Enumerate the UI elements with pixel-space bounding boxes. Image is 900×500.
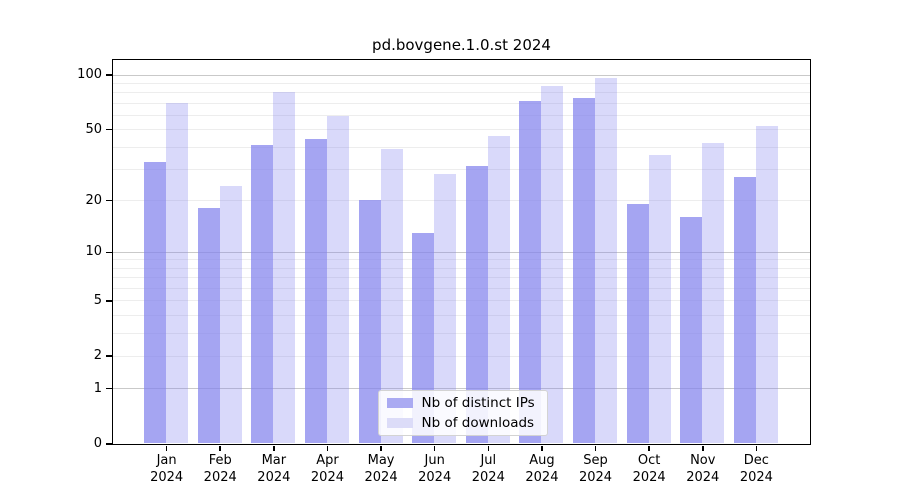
y-tick-label: 20 [85, 192, 102, 208]
plot-area: Nb of distinct IPs Nb of downloads [111, 58, 811, 445]
x-tick-label-may: May 2024 [364, 453, 398, 485]
bar-aug-downloads [541, 85, 564, 444]
x-tick-label-jun: Jun 2024 [418, 453, 452, 485]
y-tick-mark [106, 387, 112, 390]
legend-swatch-downloads [386, 417, 413, 428]
minor-gridline [112, 200, 810, 202]
x-tick-mark [755, 445, 758, 451]
minor-gridline [112, 169, 810, 170]
x-tick-label-feb: Feb 2024 [203, 453, 237, 485]
minor-gridline [112, 314, 810, 316]
minor-gridline [112, 277, 810, 279]
y-tick-label: 2 [93, 348, 102, 364]
bar-feb-downloads [219, 186, 242, 444]
bar-sep-distinct-ips [573, 98, 596, 444]
x-tick-label-apr: Apr 2024 [310, 453, 344, 485]
legend-label-distinct-ips: Nb of distinct IPs [421, 394, 535, 411]
bar-jul-distinct-ips [465, 166, 488, 444]
minor-gridline [112, 259, 810, 261]
bar-mar-distinct-ips [251, 144, 274, 444]
y-tick-label: 0 [93, 436, 102, 451]
x-tick-mark [273, 445, 275, 451]
bar-aug-distinct-ips [519, 100, 542, 444]
bar-may-distinct-ips [358, 200, 381, 444]
y-tick-mark [106, 355, 112, 357]
x-tick-mark [380, 445, 382, 451]
minor-gridline [112, 300, 810, 302]
bar-dec-distinct-ips [733, 177, 756, 444]
minor-gridline [112, 92, 810, 94]
major-gridline [112, 251, 810, 253]
y-tick-label: 50 [85, 121, 102, 137]
minor-gridline [112, 114, 810, 116]
x-tick-mark [702, 445, 704, 451]
bar-apr-distinct-ips [304, 139, 327, 444]
x-tick-mark [487, 445, 490, 451]
minor-gridline [112, 82, 810, 84]
x-tick-mark [594, 445, 597, 451]
bar-jan-distinct-ips [144, 161, 167, 444]
y-tick-mark [106, 443, 112, 445]
x-tick-label-dec: Dec 2024 [739, 453, 773, 485]
bar-feb-distinct-ips [197, 208, 220, 444]
bar-dec-downloads [755, 126, 778, 444]
minor-gridline [112, 146, 810, 148]
bar-may-downloads [380, 148, 403, 444]
x-tick-label-aug: Aug 2024 [525, 453, 559, 485]
bar-jul-downloads [487, 135, 510, 444]
minor-gridline [112, 355, 810, 357]
minor-gridline [112, 102, 810, 104]
x-tick-mark [433, 445, 436, 451]
bar-nov-downloads [702, 142, 725, 444]
x-tick-label-jan: Jan 2024 [150, 453, 184, 485]
x-tick-label-mar: Mar 2024 [257, 453, 291, 485]
y-tick-label: 10 [85, 244, 102, 260]
major-gridline [112, 388, 810, 390]
x-tick-mark [326, 445, 329, 451]
bar-jun-downloads [434, 174, 457, 444]
legend-label-downloads: Nb of downloads [421, 414, 535, 431]
bar-oct-downloads [648, 154, 671, 444]
y-tick-label: 5 [93, 292, 102, 308]
bar-nov-distinct-ips [680, 217, 703, 444]
bar-mar-downloads [273, 92, 296, 444]
legend-item-distinct-ips: Nb of distinct IPs [386, 394, 539, 411]
chart-title: pd.bovgene.1.0.st 2024 [372, 36, 551, 54]
minor-gridline [112, 129, 810, 131]
x-tick-label-sep: Sep 2024 [578, 453, 613, 485]
x-tick-mark [541, 445, 543, 451]
y-tick-mark [106, 251, 112, 254]
legend-swatch-distinct-ips [386, 397, 413, 408]
bar-oct-distinct-ips [626, 204, 649, 444]
y-tick-mark [106, 199, 112, 202]
y-tick-label: 1 [93, 380, 102, 396]
bar-apr-downloads [326, 116, 349, 444]
minor-gridline [112, 332, 810, 334]
major-gridline [112, 74, 810, 76]
y-tick-mark [106, 300, 112, 302]
bar-jan-downloads [166, 102, 189, 444]
x-tick-mark [219, 445, 221, 451]
legend-item-downloads: Nb of downloads [386, 414, 539, 431]
x-tick-label-nov: Nov 2024 [686, 453, 720, 485]
x-tick-mark [165, 445, 168, 451]
legend: Nb of distinct IPs Nb of downloads [377, 389, 548, 436]
minor-gridline [112, 287, 810, 289]
x-tick-label-jul: Jul 2024 [471, 453, 505, 485]
x-tick-label-oct: Oct 2024 [632, 453, 666, 485]
bar-sep-downloads [595, 77, 618, 444]
y-tick-mark [106, 128, 112, 131]
x-tick-mark [648, 445, 650, 451]
minor-gridline [112, 267, 810, 269]
y-tick-mark [106, 74, 112, 76]
y-tick-label: 100 [77, 67, 102, 83]
